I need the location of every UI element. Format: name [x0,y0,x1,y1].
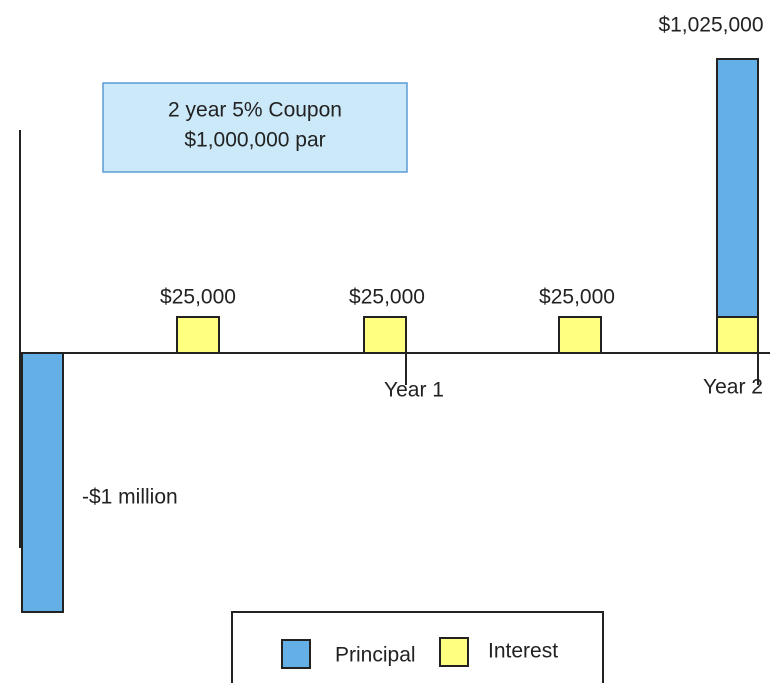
info-box [102,82,408,173]
principal-inflow [716,58,759,318]
interest-flow [558,316,602,354]
legend-swatch [439,637,469,667]
info-line: $1,000,000 par [184,129,325,152]
legend-swatch [281,639,311,669]
flow-label: $1,025,000 [658,14,763,37]
interest-flow [363,316,407,354]
principal-outflow [21,352,64,613]
legend-label: Interest [488,640,558,663]
flow-label: $25,000 [349,286,425,309]
flow-label: -$1 million [82,486,178,509]
period-label: Year 1 [384,379,444,402]
flow-label: $25,000 [539,286,615,309]
interest-flow [716,316,759,354]
info-line: 2 year 5% Coupon [168,99,342,122]
legend-box [231,611,604,683]
period-label: Year 2 [703,376,763,399]
legend-label: Principal [335,644,416,667]
flow-label: $25,000 [160,286,236,309]
interest-flow [176,316,220,354]
